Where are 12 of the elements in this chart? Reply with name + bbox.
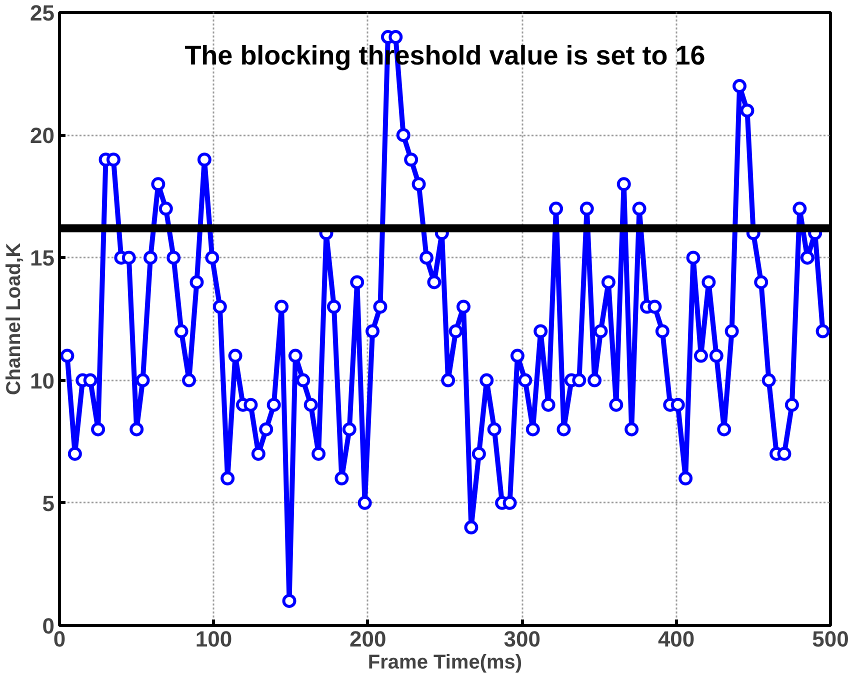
y-tick-label: 15 [30,246,55,271]
x-tick-label: 400 [658,626,695,652]
y-tick-label: 20 [30,123,55,148]
x-tick-label: 300 [504,626,540,652]
x-tick-label: 200 [350,626,386,652]
y-tick-label: 5 [42,490,55,516]
x-tick-label: 500 [812,626,849,652]
y-tick-label: 25 [30,0,55,26]
y-tick-label: 10 [30,368,55,394]
x-tick-label: 100 [195,626,232,652]
x-axis-title: Frame Time(ms) [368,652,522,674]
y-axis-title: Channel Load,K [3,242,26,396]
